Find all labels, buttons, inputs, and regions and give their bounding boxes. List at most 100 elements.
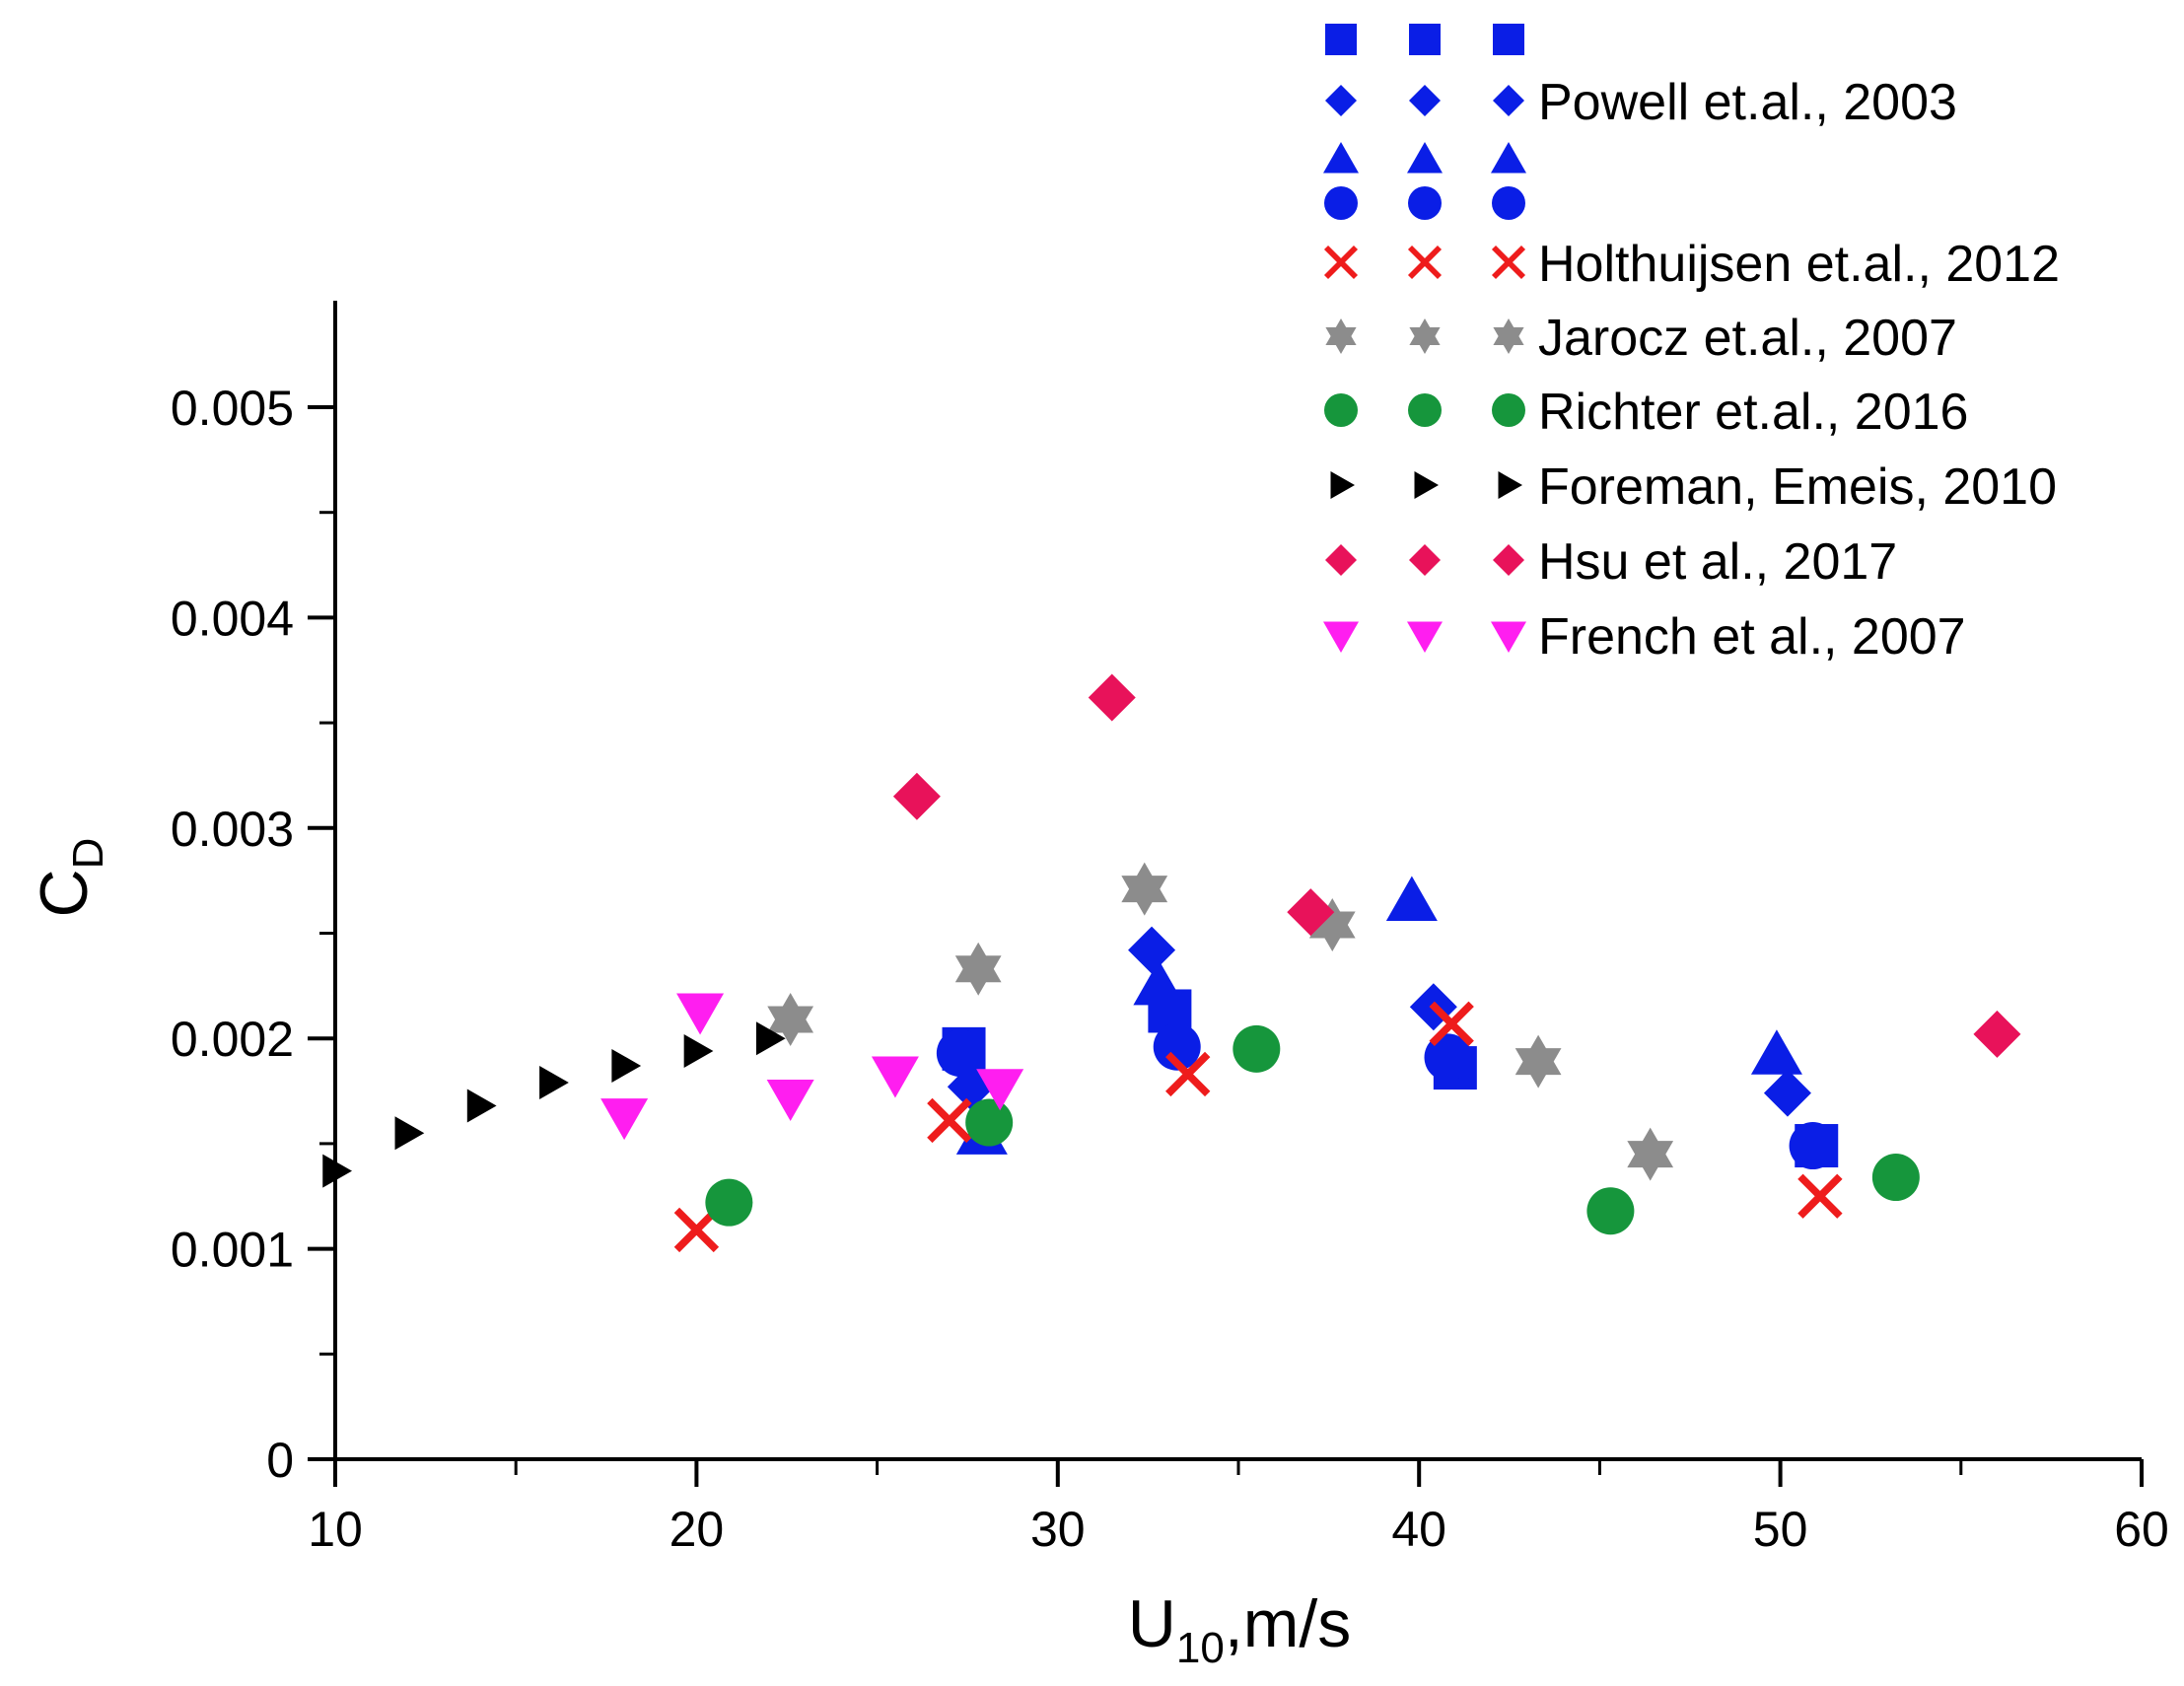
- legend-marker: [1492, 393, 1525, 427]
- series-triangle-down: [600, 993, 1024, 1141]
- y-axis-title: CD: [27, 838, 112, 918]
- data-point: [1385, 876, 1438, 921]
- series-star: [767, 862, 1674, 1181]
- legend-marker: [1325, 544, 1357, 576]
- data-layer: [322, 673, 2021, 1253]
- legend-marker: [1408, 186, 1442, 220]
- data-point: [1233, 1024, 1281, 1073]
- data-point: [1763, 1069, 1811, 1117]
- legend-marker: [1409, 85, 1441, 116]
- legend-marker-part: [1409, 327, 1441, 354]
- legend-marker: [1324, 393, 1358, 427]
- y-axis-title-main: C: [27, 869, 102, 917]
- data-point: [976, 1069, 1024, 1111]
- x-axis-title-main: U: [1128, 1586, 1176, 1661]
- legend-marker: [1323, 142, 1359, 174]
- data-point-part: [954, 955, 1002, 996]
- y-tick-label: 0.002: [171, 1012, 294, 1067]
- legend-marker: [1498, 471, 1522, 499]
- legend-label: Holthuijsen et.al., 2012: [1538, 236, 2060, 293]
- legend-marker: [1409, 24, 1441, 55]
- legend: Powell et.al., 2003 Holthuijsen et.al., 2…: [1323, 24, 2060, 666]
- x-tick-label: 50: [1753, 1502, 1808, 1557]
- data-point: [871, 1056, 919, 1098]
- data-point-part: [1515, 1048, 1562, 1089]
- data-point: [1133, 959, 1185, 1006]
- data-point: [1515, 1034, 1562, 1089]
- legend-marker-part: [1325, 327, 1357, 354]
- series-cross: [673, 1001, 1843, 1253]
- series-circle: [936, 1022, 1837, 1170]
- series-triangle-up: [955, 876, 1802, 1155]
- x-tick-label: 10: [308, 1502, 363, 1557]
- series-square: [942, 989, 1839, 1168]
- legend-label: Powell et.al., 2003: [1538, 74, 1957, 131]
- data-point: [1088, 673, 1136, 722]
- legend-marker: [1325, 318, 1357, 354]
- legend-marker: [1324, 186, 1358, 220]
- legend-marker: [1493, 85, 1524, 116]
- series-circle: [705, 1024, 1920, 1235]
- series-diamond: [892, 673, 2021, 1058]
- legend-label: Hsu et al., 2017: [1538, 533, 1897, 591]
- legend-label: Foreman, Emeis, 2010: [1538, 458, 2057, 516]
- y-tick-label: 0.005: [171, 381, 294, 436]
- data-point: [927, 1097, 972, 1144]
- legend-marker: [1408, 393, 1442, 427]
- data-point: [539, 1066, 569, 1100]
- y-ticks: 0 0.001 0.002 0.003 0.004 0.005: [171, 381, 335, 1488]
- legend-marker: [1323, 621, 1359, 653]
- legend-marker: [1493, 24, 1524, 55]
- data-point: [1128, 926, 1176, 974]
- legend-marker: [1491, 621, 1526, 653]
- data-point: [1153, 1022, 1201, 1071]
- legend-marker: [1491, 245, 1526, 280]
- data-point: [1627, 1127, 1674, 1181]
- data-point: [683, 1034, 714, 1069]
- x-tick-label: 30: [1030, 1502, 1086, 1557]
- legend-marker: [1491, 142, 1526, 174]
- y-tick-label: 0: [266, 1433, 294, 1488]
- data-point: [1424, 1033, 1472, 1082]
- x-ticks: 10 20 30 40 50 60: [308, 1459, 2169, 1557]
- legend-marker: [1409, 544, 1441, 576]
- legend-marker: [1325, 24, 1357, 55]
- x-axis-title: U10,m/s: [1128, 1586, 1352, 1672]
- data-point: [1789, 1122, 1837, 1170]
- data-point: [676, 993, 725, 1035]
- data-point: [673, 1207, 720, 1253]
- data-point: [1797, 1173, 1843, 1219]
- series-triangle-right: [322, 1021, 786, 1188]
- data-point: [1121, 862, 1168, 916]
- y-tick-label: 0.004: [171, 591, 294, 646]
- legend-label: Richter et.al., 2016: [1538, 384, 1968, 441]
- data-point: [766, 1079, 814, 1121]
- legend-marker: [1323, 245, 1359, 280]
- legend-marker: [1409, 318, 1441, 354]
- data-point: [1287, 888, 1335, 937]
- data-point: [755, 1021, 786, 1056]
- y-tick-label: 0.003: [171, 802, 294, 857]
- data-point: [936, 1029, 984, 1078]
- legend-marker: [1493, 544, 1524, 576]
- legend-marker: [1325, 85, 1357, 116]
- x-axis-title-subscript: 10: [1176, 1624, 1225, 1672]
- data-point: [1973, 1010, 2021, 1058]
- series-diamond: [947, 926, 1811, 1117]
- data-point: [1429, 1001, 1474, 1046]
- x-axis-title-suffix: ,m/s: [1225, 1586, 1351, 1661]
- x-tick-label: 60: [2114, 1502, 2169, 1557]
- data-point: [1586, 1187, 1635, 1235]
- x-tick-label: 20: [669, 1502, 725, 1557]
- data-point: [394, 1116, 425, 1151]
- legend-marker: [1407, 245, 1443, 280]
- legend-label: French et al., 2007: [1538, 608, 1966, 666]
- legend-marker-part: [1493, 327, 1524, 354]
- legend-marker: [1493, 318, 1524, 354]
- data-point: [1165, 1051, 1211, 1097]
- legend-marker: [1492, 186, 1525, 220]
- data-point: [892, 772, 941, 820]
- data-point-part: [1627, 1141, 1674, 1181]
- legend-marker: [1330, 471, 1355, 499]
